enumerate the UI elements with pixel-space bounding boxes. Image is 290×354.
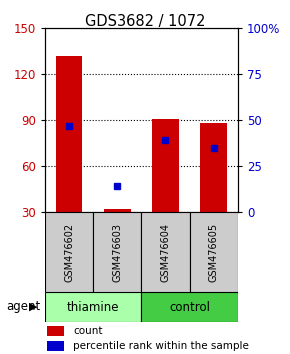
Bar — [45, 212, 93, 292]
Bar — [45, 292, 142, 322]
Text: GSM476605: GSM476605 — [209, 223, 219, 282]
Text: count: count — [73, 326, 103, 336]
Bar — [141, 292, 238, 322]
Bar — [152, 119, 179, 212]
Text: GSM476604: GSM476604 — [160, 223, 171, 282]
Bar — [47, 341, 64, 351]
Bar — [104, 209, 130, 212]
Bar — [56, 56, 82, 212]
Bar — [47, 326, 64, 336]
Bar — [190, 212, 238, 292]
Text: agent: agent — [6, 301, 40, 313]
Text: thiamine: thiamine — [67, 301, 119, 314]
Text: GSM476602: GSM476602 — [64, 223, 74, 282]
Text: control: control — [169, 301, 210, 314]
Bar — [200, 124, 227, 212]
Text: ▶: ▶ — [29, 302, 38, 312]
Text: GDS3682 / 1072: GDS3682 / 1072 — [85, 14, 205, 29]
Text: percentile rank within the sample: percentile rank within the sample — [73, 341, 249, 351]
Bar — [141, 212, 190, 292]
Bar — [93, 212, 142, 292]
Text: GSM476603: GSM476603 — [112, 223, 122, 282]
